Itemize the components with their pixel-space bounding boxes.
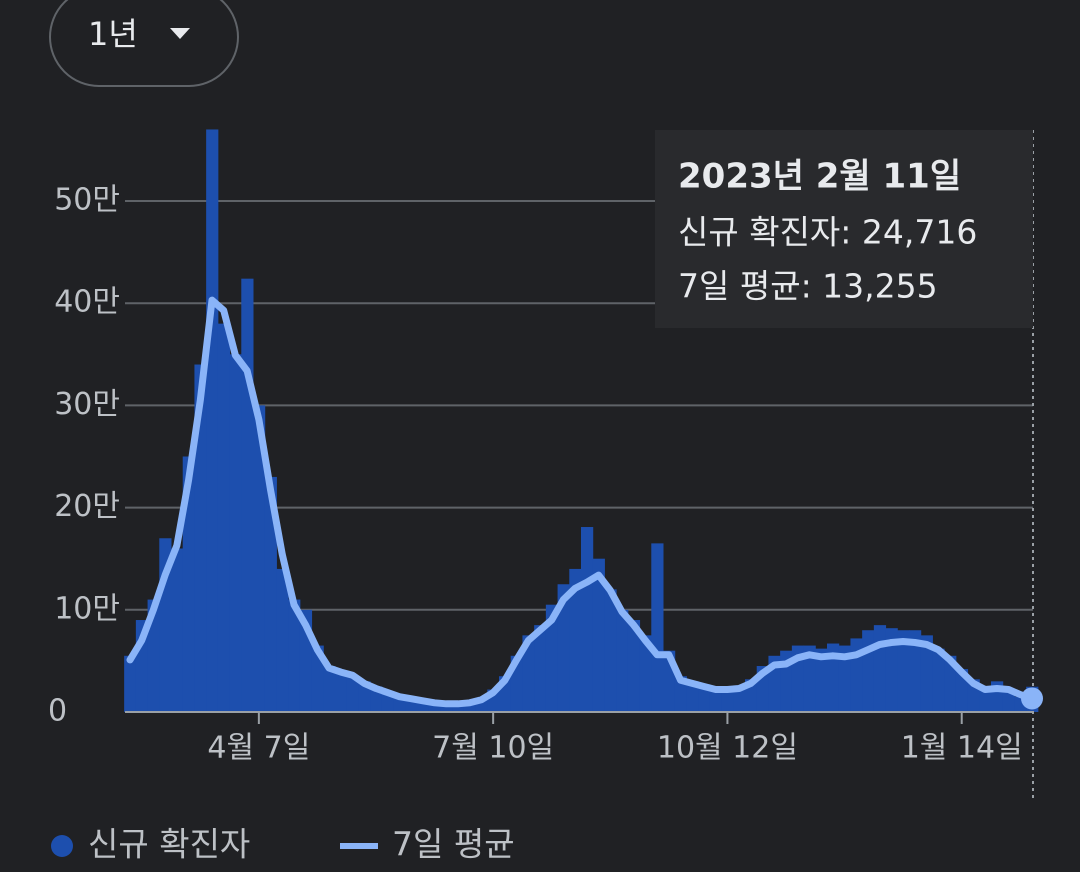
- bar: [639, 635, 652, 712]
- bar: [428, 702, 441, 712]
- bar: [1002, 689, 1015, 712]
- bar: [264, 476, 277, 712]
- range-label: 1년: [88, 15, 138, 53]
- x-tick-label: 10월 12일: [657, 731, 798, 766]
- hover-point: [1021, 687, 1043, 710]
- x-tick-label: 1월 14일: [901, 731, 1023, 766]
- bar: [182, 456, 195, 712]
- bar: [229, 354, 242, 712]
- bar: [627, 620, 641, 712]
- y-tick-label: 0: [48, 694, 67, 729]
- bar: [545, 604, 559, 712]
- dropdown-arrow: [170, 28, 190, 39]
- bar: [194, 364, 207, 712]
- bar: [147, 599, 160, 712]
- bar: [358, 681, 371, 712]
- y-tick-label: 50만: [54, 183, 120, 218]
- bar: [557, 584, 570, 712]
- bar: [335, 671, 348, 712]
- x-tick-label: 4월 7일: [207, 731, 310, 766]
- bar: [803, 645, 816, 712]
- y-tick-label: 30만: [54, 387, 120, 422]
- bar: [323, 666, 336, 712]
- bar: [253, 405, 266, 712]
- tooltip-title: 2023년 2월 11일: [678, 157, 961, 197]
- bar: [698, 684, 711, 712]
- legend-label: 신규 확진자: [88, 825, 250, 864]
- bar: [920, 635, 933, 712]
- bar: [124, 655, 137, 712]
- y-tick-label: 40만: [54, 285, 120, 320]
- bar: [592, 558, 605, 712]
- bar: [944, 655, 957, 712]
- bar: [206, 129, 219, 712]
- bar: [288, 599, 301, 712]
- bar: [651, 543, 664, 712]
- bar: [534, 625, 547, 712]
- x-tick-label: 7월 10일: [432, 731, 554, 766]
- tooltip-line: 7일 평균: 13,255: [678, 267, 938, 306]
- bar: [815, 648, 828, 712]
- legend-label: 7일 평균: [392, 825, 515, 864]
- bar: [897, 630, 910, 712]
- bar: [932, 648, 945, 712]
- bar: [581, 527, 594, 712]
- y-tick-label: 20만: [54, 489, 120, 524]
- bar: [838, 645, 851, 712]
- bar: [909, 630, 922, 712]
- bar: [241, 278, 254, 712]
- bar: [709, 687, 723, 712]
- bar: [522, 635, 535, 712]
- tooltip-line: 신규 확진자: 24,716: [678, 213, 977, 252]
- bar: [417, 700, 430, 712]
- average-line: [126, 296, 1036, 708]
- bar: [311, 645, 324, 712]
- bar: [171, 548, 184, 712]
- bar: [873, 625, 887, 712]
- legend-swatch: [51, 835, 73, 857]
- bar: [674, 676, 687, 712]
- bar: [885, 628, 898, 712]
- bar: [440, 703, 453, 712]
- bar: [604, 589, 617, 712]
- range-dropdown[interactable]: [49, 0, 239, 87]
- bar: [827, 643, 840, 712]
- tooltip: [655, 130, 1033, 328]
- bar: [686, 681, 699, 712]
- bar: [452, 703, 465, 712]
- bar: [862, 630, 875, 712]
- y-tick-label: 10만: [54, 591, 120, 626]
- bar: [569, 568, 582, 712]
- bar: [217, 323, 231, 712]
- bar: [463, 702, 477, 712]
- bar: [276, 568, 289, 712]
- bar: [346, 676, 359, 712]
- bar: [616, 609, 629, 712]
- bar: [979, 686, 992, 712]
